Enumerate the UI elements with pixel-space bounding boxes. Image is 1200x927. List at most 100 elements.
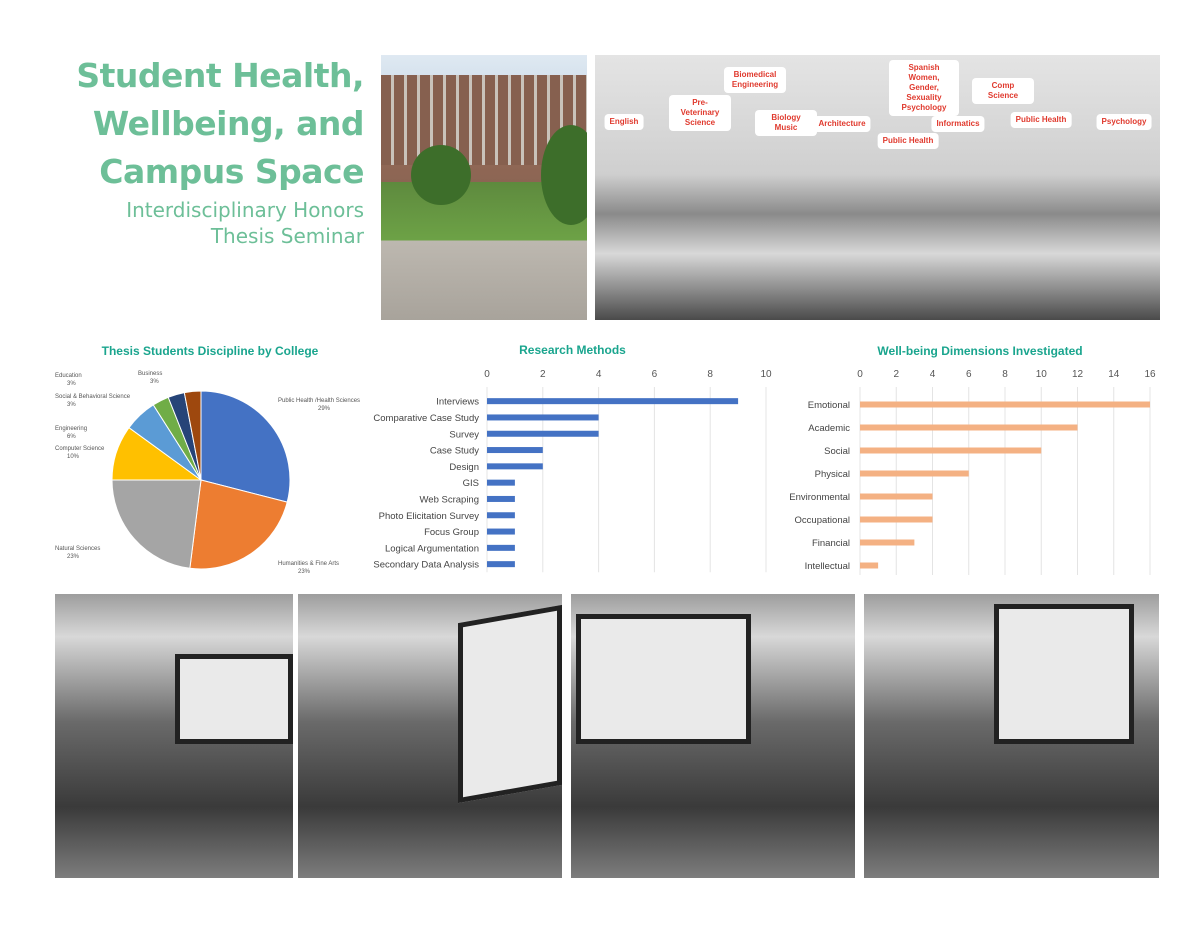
bar	[860, 401, 1150, 408]
bar	[487, 528, 515, 535]
pie-label: Education	[55, 373, 82, 379]
bar	[487, 561, 515, 568]
pie-slice	[189, 479, 288, 570]
pie-value-label: 6%	[67, 434, 76, 440]
poster-session-photo-2	[298, 594, 562, 878]
pie-value-label: 23%	[298, 569, 311, 575]
discipline-tag: Spanish Women, Gender, Sexuality Psychol…	[889, 60, 959, 116]
axis-tick-label: 10	[1036, 369, 1048, 380]
category-label: Focus Group	[424, 527, 479, 538]
category-label: Intellectual	[805, 561, 850, 572]
category-label: Environmental	[789, 492, 850, 503]
campus-photo	[381, 55, 587, 320]
wellbeing-chart-title: Well-being Dimensions Investigated	[877, 344, 1083, 358]
discipline-tag: Pre-Veterinary Science	[669, 95, 731, 131]
research-methods-chart: 0 2 4 6 8 10 Interviews Comparative Case Study S…	[373, 369, 772, 573]
axis-tick-label: 4	[596, 369, 602, 380]
wellbeing-chart: 0 2 4 6 8 10 12 14 16 Emotional Academic Social Phys…	[789, 369, 1156, 575]
axis-tick-label: 0	[857, 369, 863, 380]
category-label: Case Study	[430, 446, 479, 457]
tree	[411, 145, 471, 205]
pie-label: Public Health /Health Sciences	[278, 398, 360, 404]
axis-tick-label: 16	[1144, 369, 1156, 380]
pie-label: Natural Sciences	[55, 546, 100, 552]
pie-slice	[200, 390, 291, 503]
poster-board	[175, 654, 293, 744]
pie-value-label: 10%	[67, 454, 80, 460]
pie-label: Social & Behavioral Science	[55, 394, 131, 400]
discipline-tag: Public Health	[877, 133, 939, 149]
bar	[487, 495, 515, 502]
bar	[487, 414, 599, 421]
discipline-tag: Comp Science	[972, 78, 1034, 104]
discipline-tag: Informatics	[931, 116, 985, 132]
category-label: Web Scraping	[420, 494, 480, 505]
bar	[487, 447, 543, 454]
axis-tick-label: 14	[1108, 369, 1120, 380]
poster-board	[994, 604, 1134, 744]
tree	[541, 125, 587, 225]
category-label: Physical	[815, 469, 850, 480]
poster-subtitle: Interdisciplinary Honors Thesis Seminar	[126, 198, 364, 248]
discipline-pie-chart: Public Health /Health Sciences 29% Humanit…	[55, 371, 360, 575]
bar	[860, 470, 969, 477]
axis-tick-label: 8	[1002, 369, 1008, 380]
pie-chart-title: Thesis Students Discipline by College	[101, 344, 319, 358]
pie-value-label: 29%	[318, 406, 331, 412]
bar	[487, 544, 515, 551]
category-label: Survey	[449, 429, 479, 440]
axis-tick-label: 0	[484, 369, 490, 380]
discipline-tag: Biology Music	[755, 110, 817, 136]
axis-tick-label: 12	[1072, 369, 1084, 380]
pie-label: Humanities & Fine Arts	[278, 561, 339, 567]
category-label: Occupational	[795, 515, 850, 526]
pie-value-label: 3%	[150, 379, 159, 385]
category-label: GIS	[463, 478, 479, 489]
axis-tick-label: 6	[966, 369, 972, 380]
axis-tick-label: 8	[707, 369, 713, 380]
poster-session-photo-3	[571, 594, 855, 878]
pie-label: Computer Science	[55, 446, 105, 452]
pie-label: Engineering	[55, 426, 87, 432]
category-label: Photo Elicitation Survey	[379, 511, 480, 522]
poster-session-photo-1	[55, 594, 293, 878]
bar	[860, 562, 879, 569]
axis-tick-label: 10	[760, 369, 772, 380]
axis-tick-label: 2	[893, 369, 899, 380]
pie-value-label: 3%	[67, 402, 76, 408]
pie-value-label: 3%	[67, 381, 76, 387]
category-label: Secondary Data Analysis	[373, 560, 479, 571]
category-label: Comparative Case Study	[373, 413, 479, 424]
bar	[860, 424, 1078, 431]
category-label: Academic	[808, 423, 850, 434]
bar	[860, 539, 915, 546]
discipline-tag: Biomedical Engineering	[724, 67, 786, 93]
methods-chart-title: Research Methods	[519, 343, 626, 357]
pie-slice	[183, 390, 202, 481]
bar	[487, 479, 515, 486]
poster-title: Student Health, Wellbeing, and Campus Sp…	[76, 56, 364, 191]
axis-tick-label: 6	[652, 369, 658, 380]
pie-label: Business	[138, 371, 162, 377]
axis-tick-label: 2	[540, 369, 546, 380]
bar	[487, 463, 543, 470]
category-label: Financial	[812, 538, 850, 549]
classroom-photo: English Pre-Veterinary Science Biomedical …	[595, 55, 1160, 320]
pie-value-label: 23%	[67, 554, 80, 560]
discipline-tag: English	[604, 114, 644, 130]
bar	[487, 430, 599, 437]
discipline-tag: Psychology	[1096, 114, 1152, 130]
poster-board	[576, 614, 751, 744]
category-label: Logical Argumentation	[385, 543, 479, 554]
bar	[860, 447, 1042, 454]
pie-slice	[111, 479, 202, 569]
poster-board	[458, 604, 562, 804]
poster-session-photo-4	[864, 594, 1159, 878]
bar	[860, 516, 933, 523]
category-label: Social	[824, 446, 850, 457]
category-label: Design	[449, 462, 479, 473]
axis-tick-label: 4	[930, 369, 936, 380]
bar	[487, 512, 515, 519]
category-label: Interviews	[436, 397, 479, 408]
category-label: Emotional	[808, 400, 850, 411]
